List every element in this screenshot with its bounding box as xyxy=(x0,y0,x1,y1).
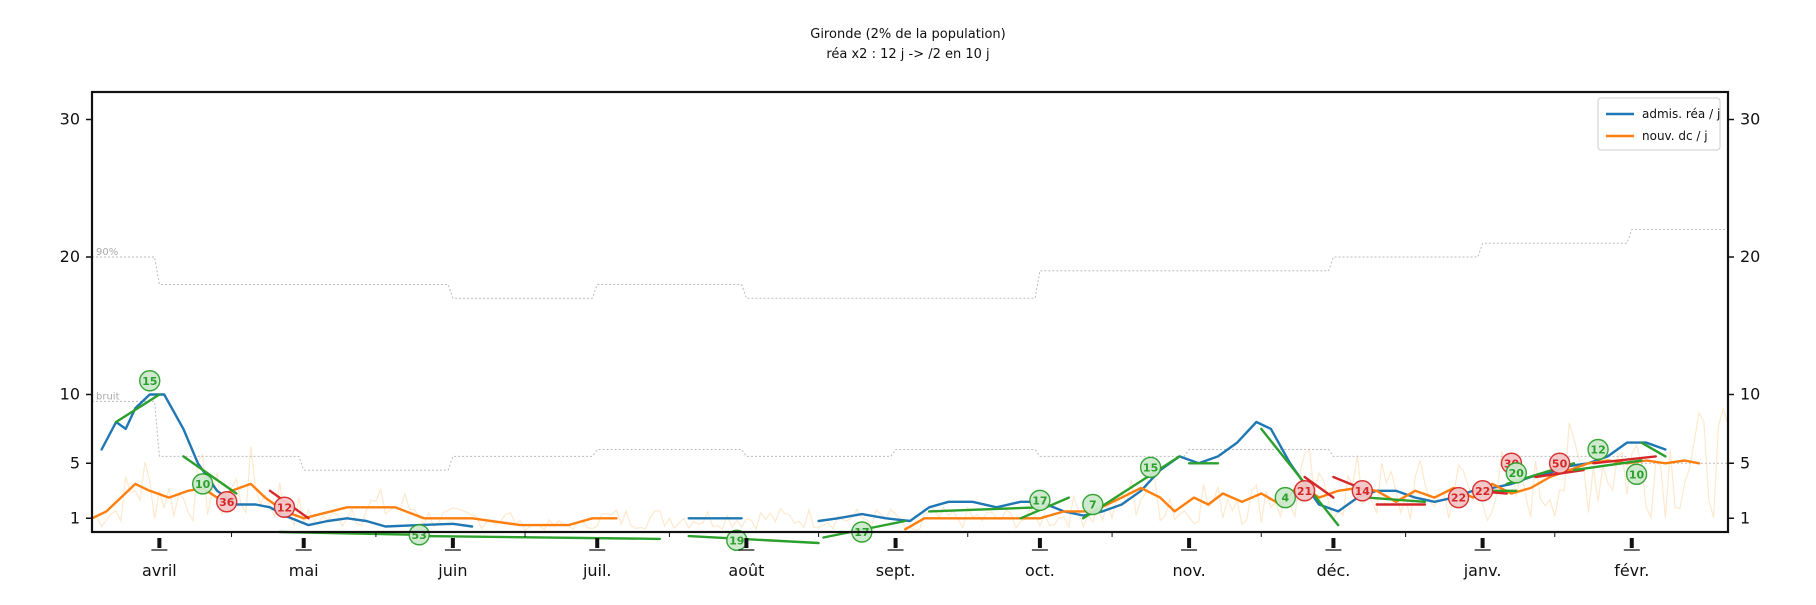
y-tick-label-right-1: 1 xyxy=(1740,508,1750,527)
annotation-badge-3 xyxy=(216,491,238,513)
legend-label-1: admis. réa / j xyxy=(1642,107,1720,121)
annotation-label-17: 20 xyxy=(1509,467,1525,480)
legend-label-2: nouv. dc / j xyxy=(1642,129,1708,143)
annotations: 15103612531917177154211422223020501210 xyxy=(139,370,1648,551)
annotation-badge-4 xyxy=(273,496,296,518)
x-tick-label-5: août xyxy=(728,561,764,580)
x-tick-label-4: juil. xyxy=(582,561,612,580)
annotation-label-18: 50 xyxy=(1552,457,1568,470)
annotation-label-15: 22 xyxy=(1475,485,1490,498)
annotation-badge-17 xyxy=(1505,462,1527,484)
trend-segment-22 xyxy=(1592,455,1657,465)
x-major-tick-5 xyxy=(744,538,749,548)
x-tick-label-1: avril xyxy=(142,561,177,580)
reference-label-2: bruit xyxy=(96,391,120,402)
annotation-label-11: 4 xyxy=(1281,492,1289,505)
plot-frame xyxy=(90,90,1730,534)
annotation-badge-18 xyxy=(1548,452,1571,474)
trend-segment-2 xyxy=(182,455,238,495)
x-tick-label-6: sept. xyxy=(876,561,916,580)
x-major-tick-7 xyxy=(1037,538,1042,548)
x-major-tick-4 xyxy=(595,538,600,548)
x-major-tick-1 xyxy=(157,538,162,548)
legend[interactable]: admis. réa / j nouv. dc / j xyxy=(1597,97,1721,151)
y-tick-label-left-4: 20 xyxy=(60,247,80,266)
annotation-badge-11 xyxy=(1274,486,1297,509)
annotation-label-13: 14 xyxy=(1355,485,1371,498)
trend-segment-13 xyxy=(1303,475,1335,499)
trend-segments xyxy=(114,393,1667,545)
trend-segment-15 xyxy=(1365,496,1427,503)
series-line-1 xyxy=(100,393,1667,528)
annotation-badge-12 xyxy=(1293,480,1316,502)
trend-segment-5 xyxy=(422,534,661,541)
annotation-label-5: 53 xyxy=(412,529,427,542)
annotation-label-1: 15 xyxy=(142,375,157,388)
annotation-badge-10 xyxy=(1139,456,1162,479)
trend-segment-21 xyxy=(1572,459,1643,472)
y-tick-label-left-2: 5 xyxy=(70,453,80,472)
annotation-badge-13 xyxy=(1351,480,1374,502)
annotation-label-6: 19 xyxy=(729,534,744,547)
trend-segment-23 xyxy=(1640,441,1667,458)
annotation-badge-8 xyxy=(1029,489,1051,512)
y-tick-label-right-3: 10 xyxy=(1740,385,1760,404)
x-tick-label-8: nov. xyxy=(1172,561,1205,580)
x-tick-label-7: oct. xyxy=(1025,561,1055,580)
annotation-badge-19 xyxy=(1587,438,1609,461)
chart-title: Gironde (2% de la population) xyxy=(810,27,1006,42)
annotation-label-20: 10 xyxy=(1629,468,1645,481)
x-major-tick-3 xyxy=(450,538,455,548)
annotation-badge-5 xyxy=(408,524,430,546)
reference-line-2 xyxy=(92,400,1728,471)
x-major-tick-6 xyxy=(893,538,898,548)
x-tick-label-10: janv. xyxy=(1463,561,1502,580)
y-tick-label-right-5: 30 xyxy=(1740,110,1760,129)
y-tick-label-left-5: 30 xyxy=(60,110,80,129)
reference-line-1 xyxy=(92,229,1728,299)
annotation-label-3: 36 xyxy=(219,496,235,509)
annotation-label-14: 22 xyxy=(1451,492,1466,505)
annotation-badge-1 xyxy=(139,370,161,392)
annotation-label-9: 7 xyxy=(1089,499,1097,512)
x-tick-label-2: mai xyxy=(289,561,319,580)
x-major-tick-10 xyxy=(1480,538,1485,548)
trend-segment-12 xyxy=(1260,427,1340,527)
y-tick-label-left-1: 1 xyxy=(70,508,80,527)
x-major-tick-2 xyxy=(301,538,306,548)
annotation-label-2: 10 xyxy=(195,478,211,491)
trend-segment-6 xyxy=(687,534,820,545)
annotation-label-12: 21 xyxy=(1297,485,1312,498)
reference-label-1: 90% xyxy=(96,247,118,258)
annotation-badge-14 xyxy=(1447,486,1470,509)
x-major-tick-11 xyxy=(1629,538,1634,548)
reference-lines: 90% bruit xyxy=(92,229,1728,471)
x-major-tick-9 xyxy=(1331,538,1336,548)
annotation-label-4: 12 xyxy=(277,501,292,514)
y-tick-label-left-3: 10 xyxy=(60,385,80,404)
annotation-badge-15 xyxy=(1471,480,1494,502)
annotation-badge-20 xyxy=(1625,463,1648,485)
y-tick-label-right-2: 5 xyxy=(1740,453,1750,472)
trend-segment-8 xyxy=(928,506,1042,513)
annotation-badge-2 xyxy=(191,473,214,495)
annotation-label-19: 12 xyxy=(1590,444,1605,457)
x-tick-label-11: févr. xyxy=(1614,561,1649,580)
x-tick-label-9: déc. xyxy=(1316,561,1350,580)
y-tick-label-right-4: 20 xyxy=(1740,247,1760,266)
annotation-badge-9 xyxy=(1082,493,1104,516)
chart-subtitle: réa x2 : 12 j -> /2 en 10 j xyxy=(826,47,989,62)
series-line-2 xyxy=(90,459,1701,531)
x-major-tick-8 xyxy=(1187,538,1192,548)
trend-segment-1 xyxy=(114,393,161,424)
annotation-label-8: 17 xyxy=(1032,494,1047,507)
x-tick-label-3: juin xyxy=(437,561,467,580)
series-lines xyxy=(90,393,1701,531)
annotation-label-10: 15 xyxy=(1143,461,1158,474)
